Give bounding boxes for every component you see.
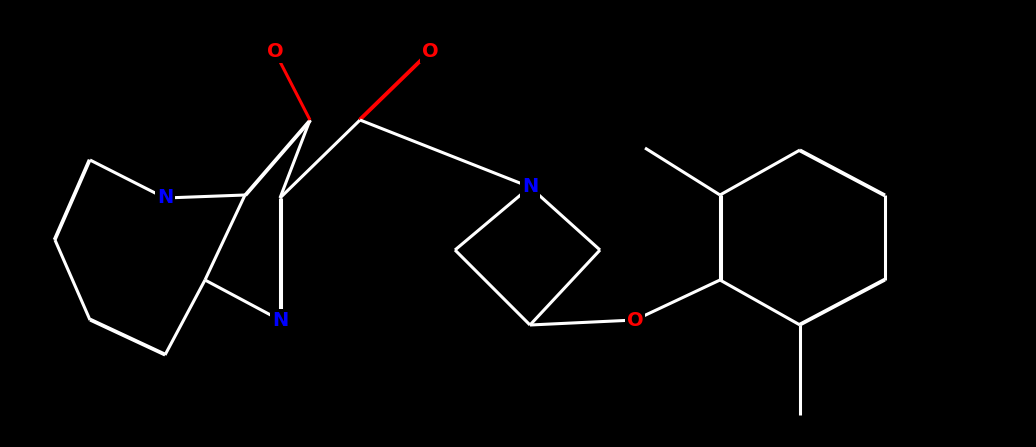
- Text: N: N: [522, 177, 538, 197]
- Text: O: O: [422, 42, 438, 62]
- Text: O: O: [627, 311, 643, 329]
- Text: N: N: [271, 311, 288, 329]
- Text: O: O: [266, 42, 283, 62]
- Text: N: N: [156, 189, 173, 207]
